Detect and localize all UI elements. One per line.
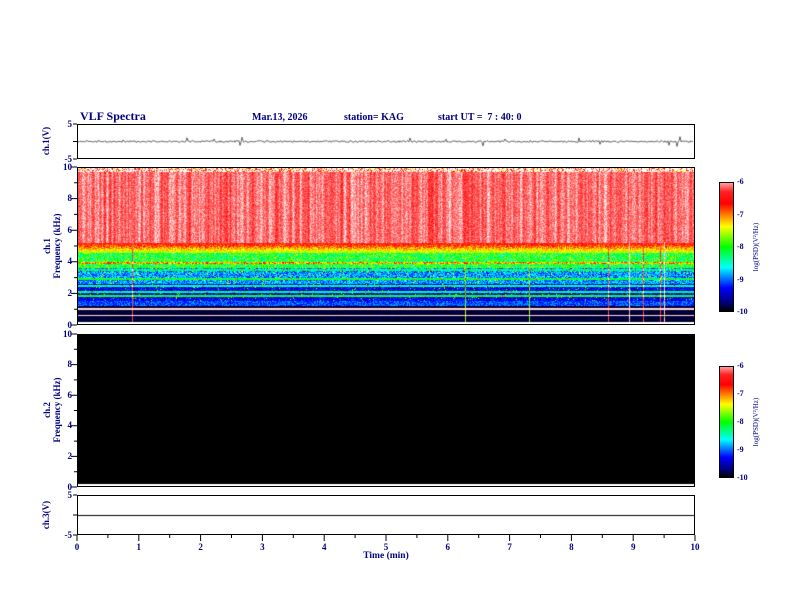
ch1-waveform-panel xyxy=(77,124,695,159)
ch2-colorbar-tick-label: -7 xyxy=(737,389,744,398)
time-tick-label: 9 xyxy=(630,542,636,552)
ch1-colorbar-axis-label: log(PSD)(V²/Hz) xyxy=(752,222,760,272)
time-tick-label: 10 xyxy=(690,542,700,552)
time-tick-label: 0 xyxy=(74,542,80,552)
time-tick-label: 2 xyxy=(198,542,203,552)
ch2-colorbar-tick-label: -6 xyxy=(737,361,744,370)
ch1-freq-tick-label: 8 xyxy=(67,193,73,204)
ch1-spectrogram-panel xyxy=(77,167,695,325)
ch2-colorbar-tick-label: -10 xyxy=(737,473,748,482)
ch3-volt-tick-label: 5 xyxy=(67,489,73,500)
time-tick-label: 8 xyxy=(569,542,574,552)
ch2-freq-tick-label: 6 xyxy=(67,389,73,400)
ch3-waveform-trace xyxy=(78,496,694,534)
ch1-colorbar-tick-label: -8 xyxy=(737,242,744,251)
ch2-freq-tick-label: 2 xyxy=(67,450,73,461)
ch1-volt-tick-label: 5 xyxy=(67,118,73,129)
time-tick-label: 7 xyxy=(507,542,512,552)
ch2-frequency-axis-label-units: Frequency (kHz) xyxy=(52,377,62,443)
ch1-frequency-axis-label-units: Frequency (kHz) xyxy=(52,213,62,279)
ch2-freq-tick-label: 4 xyxy=(67,420,73,431)
ch2-colorbar-tick-label: -9 xyxy=(737,445,744,454)
ch3-volt-tick-label: -5 xyxy=(64,529,73,540)
time-tick-label: 4 xyxy=(321,542,327,552)
ch1-colorbar-tick-label: -9 xyxy=(737,274,744,284)
start-time-label: start UT = 7 : 40: 0 xyxy=(438,112,522,123)
ch2-spectrogram-panel xyxy=(77,334,695,487)
ch1-colorbar-tick-label: -10 xyxy=(737,307,748,316)
ch3-waveform-panel xyxy=(77,495,695,535)
ch1-frequency-axis-label-channel: ch.1 xyxy=(42,238,52,254)
ch1-volt-tick-label: -5 xyxy=(64,153,73,164)
time-axis-label: Time (min) xyxy=(363,551,409,561)
ch1-colorbar-tick-label: -7 xyxy=(737,209,744,219)
ch1-colorbar xyxy=(719,182,734,312)
date-label: Mar.13, 2026 xyxy=(252,112,308,123)
time-tick-label: 6 xyxy=(445,542,451,552)
ch1-voltage-axis-label: ch.1(V) xyxy=(41,126,51,156)
ch2-freq-tick-label: 0 xyxy=(67,481,73,492)
ch1-freq-tick-label: 2 xyxy=(67,287,73,298)
station-label: station= KAG xyxy=(344,112,404,123)
ch2-spectrogram-image xyxy=(78,335,694,486)
figure-title: VLF Spectra xyxy=(80,109,146,123)
ch1-freq-tick-label: 0 xyxy=(67,319,73,330)
time-tick-label: 5 xyxy=(383,542,389,552)
ch2-frequency-axis-label-channel: ch.2 xyxy=(42,402,52,418)
ch2-freq-tick-label: 10 xyxy=(63,328,72,339)
time-tick-label: 3 xyxy=(260,542,265,552)
ch2-colorbar-axis-label: log(PSD)(V²/Hz) xyxy=(752,397,760,447)
ch1-spectrogram-image xyxy=(78,168,694,324)
ch2-colorbar xyxy=(719,366,734,478)
ch3-voltage-axis-label: ch.3(V) xyxy=(41,500,51,530)
ch2-frequency-axis-label: ch.2 Frequency (kHz) xyxy=(42,377,62,442)
ch1-waveform-trace xyxy=(78,125,694,158)
ch1-freq-tick-label: 4 xyxy=(67,256,73,267)
ch2-freq-tick-label: 8 xyxy=(67,359,73,370)
ch1-frequency-axis-label: ch.1 Frequency (kHz) xyxy=(42,213,62,278)
ch1-freq-tick-label: 10 xyxy=(63,161,72,172)
ch2-colorbar-tick-label: -8 xyxy=(737,417,744,426)
time-tick-label: 1 xyxy=(136,542,142,552)
ch1-colorbar-tick-label: -6 xyxy=(737,177,744,186)
ch1-freq-tick-label: 6 xyxy=(67,224,73,235)
